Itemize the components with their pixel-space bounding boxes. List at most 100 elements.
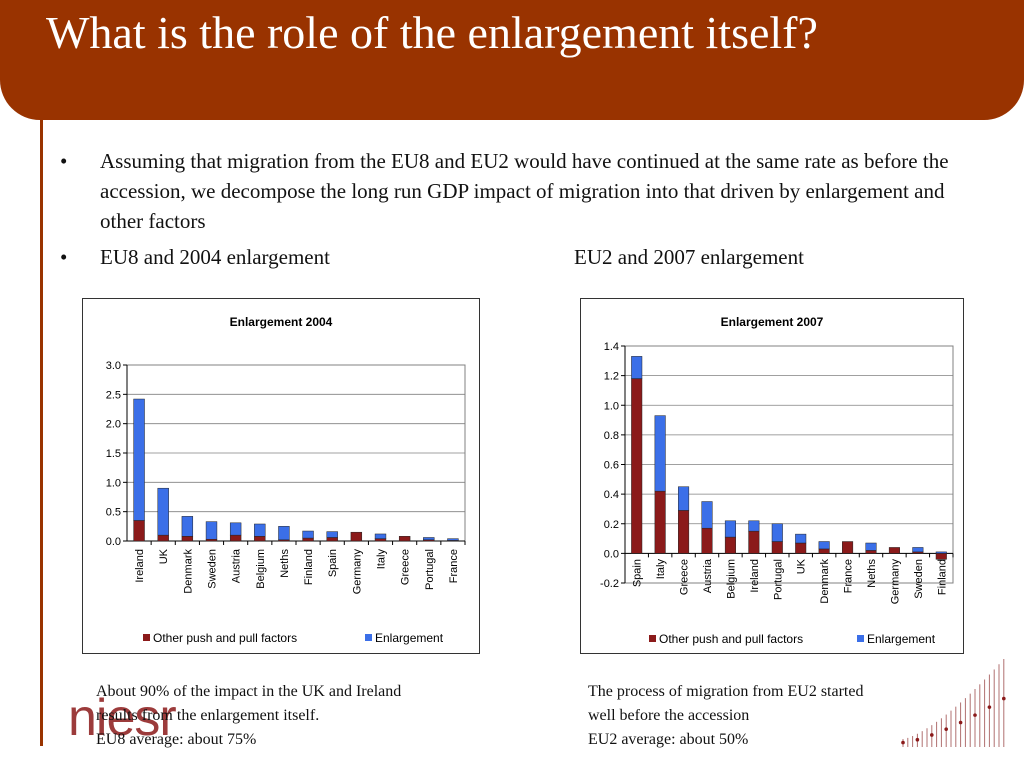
bar-other-factors [818,548,830,554]
bar-enlargement [447,538,459,541]
bar-enlargement [818,541,830,550]
slide-title: What is the role of the enlargement itse… [46,7,818,58]
x-tick-label: Sweden [207,549,219,589]
bullet-item: • EU8 and 2004 enlargement EU2 and 2007 … [60,242,980,272]
x-tick-label: Germany [351,549,363,595]
y-tick-label: 2.0 [106,419,121,431]
y-tick-label: -0.2 [600,578,619,590]
bar-enlargement [701,501,713,529]
x-tick-label: Germany [889,559,901,605]
caption-line: The process of migration from EU2 starte… [588,683,864,700]
y-tick-label: 3.0 [106,360,121,372]
bar-other-factors [795,542,807,554]
x-tick-label: Greece [679,559,691,595]
bar-other-factors [229,534,242,542]
bar-other-factors [865,550,877,554]
legend-swatch-other [143,634,150,641]
title-band [0,0,1024,120]
x-tick-label: UK [796,558,808,574]
bar-other-factors [701,527,713,554]
x-tick-label: Austria [231,548,243,583]
bar-enlargement [133,398,145,521]
chart-2007-svg: Enlargement 2007 -0.2 0.0 0.2 0.4 0.6 0.8 1.0 1.… [600,315,954,646]
y-tick-label: 0.8 [604,430,619,442]
chart-title: Enlargement 2007 [721,315,824,329]
legend-swatch-enlargement [365,634,372,641]
bar-enlargement [423,537,435,541]
bar-other-factors [631,378,643,554]
bar-enlargement [795,533,807,544]
bar-enlargement [326,531,338,538]
x-tick-label: Spain [632,559,644,587]
y-tick-label: 0.4 [604,489,619,501]
x-tick-label: France [448,549,460,583]
logo-dot [930,733,934,737]
bar-other-factors [654,490,666,554]
bullet-marker: • [60,245,68,269]
chart-title: Enlargement 2004 [230,315,333,329]
legend-label-other: Other push and pull factors [153,631,297,645]
x-tick-label: Italy [376,549,388,570]
bar-enlargement [678,486,690,511]
logo-bars-icon [901,659,1006,747]
bar-other-factors [724,536,736,554]
bar-enlargement [278,526,290,541]
bar-enlargement [205,521,218,540]
niesr-logo: niesr [68,689,177,747]
bullet-marker: • [60,149,68,173]
caption-line: well before the accession [588,707,750,724]
caption-right: The process of migration from EU2 starte… [588,680,968,752]
bar-other-factors [678,510,690,554]
x-tick-label: Spain [327,549,339,577]
x-tick-label: France [843,559,855,593]
y-tick-label: 0.6 [604,460,619,472]
y-tick-label: 0.0 [604,548,619,560]
x-tick-label: UK [158,548,170,564]
chart-enlargement-2004: Enlargement 2004 0.0 0.5 1.0 1.5 2.0 2.5 3.0 Ire… [82,298,480,654]
bar-other-factors [133,520,145,542]
x-tick-label: Neths [279,549,291,578]
y-tick-label: 1.4 [604,341,619,353]
caption-line: EU2 average: about 50% [588,731,749,748]
legend-swatch-other [649,635,656,642]
chart-legend: Other push and pull factors Enlargement [649,632,936,646]
bar-other-factors [374,538,387,542]
y-tick-label: 1.5 [106,448,121,460]
x-tick-label: Austria [702,558,714,593]
x-tick-label: Belgium [725,559,737,599]
logo-dot [944,727,948,731]
bar-enlargement [935,551,947,554]
bar-enlargement [374,533,387,539]
chart-enlargement-2007: Enlargement 2007 -0.2 0.0 0.2 0.4 0.6 0.8 1.0 1.… [580,298,964,654]
logo-dot [901,740,905,745]
legend-label-enlargement: Enlargement [375,631,444,645]
section-left-label: EU8 and 2004 enlargement [100,245,330,269]
bar-other-factors [935,553,947,560]
logo-dot [987,705,992,709]
bar-enlargement [724,520,736,538]
bullet-text: Assuming that migration from the EU8 and… [100,149,949,233]
x-tick-label: Portugal [772,559,784,600]
bar-other-factors [888,547,900,554]
y-tick-label: 0.0 [106,536,121,548]
legend-swatch-enlargement [857,635,864,642]
x-tick-label: Denmark [819,559,831,604]
bar-other-factors [254,536,266,542]
x-tick-label: Greece [400,549,412,585]
y-tick-label: 1.0 [106,477,121,489]
x-tick-label: Neths [866,559,878,588]
caption-line: results from the enlargement itself. [96,707,320,724]
x-tick-label: Finland [303,549,315,585]
bar-other-factors [771,541,783,554]
bullet-list: • Assuming that migration from the EU8 a… [60,146,980,272]
bar-other-factors [302,537,314,542]
section-right-label: EU2 and 2007 enlargement [574,245,804,269]
x-tick-label: Sweden [913,559,925,599]
y-tick-label: 0.2 [604,519,619,531]
logo-dot [958,720,963,725]
bar-enlargement [748,520,760,532]
x-tick-label: Ireland [749,559,761,593]
legend-label-other: Other push and pull factors [659,632,803,646]
bar-enlargement [254,523,266,537]
y-tick-label: 1.2 [604,371,619,383]
